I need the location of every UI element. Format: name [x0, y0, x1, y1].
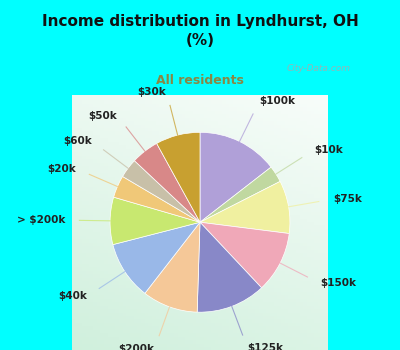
Text: City-Data.com: City-Data.com	[286, 64, 350, 73]
Bar	[0, 49, 6, 350]
Text: > $200k: > $200k	[17, 215, 65, 225]
Text: $200k: $200k	[118, 344, 154, 350]
Wedge shape	[200, 181, 290, 233]
Text: $30k: $30k	[138, 86, 166, 97]
Text: $100k: $100k	[259, 96, 295, 106]
Wedge shape	[200, 222, 289, 288]
Wedge shape	[145, 222, 200, 312]
Text: $150k: $150k	[320, 279, 356, 288]
Text: $60k: $60k	[63, 136, 92, 146]
Text: $50k: $50k	[88, 111, 117, 121]
Text: $20k: $20k	[48, 164, 76, 174]
Text: $125k: $125k	[248, 343, 284, 350]
Text: $10k: $10k	[314, 145, 343, 155]
Bar	[357, 49, 366, 350]
Text: All residents: All residents	[156, 74, 244, 87]
Wedge shape	[134, 144, 200, 222]
Wedge shape	[197, 222, 262, 312]
Wedge shape	[114, 176, 200, 222]
Wedge shape	[113, 222, 200, 293]
Text: $75k: $75k	[333, 194, 362, 204]
Wedge shape	[157, 132, 200, 222]
Wedge shape	[200, 132, 271, 222]
Wedge shape	[110, 197, 200, 245]
Wedge shape	[122, 161, 200, 222]
Text: $40k: $40k	[58, 291, 87, 301]
Wedge shape	[200, 167, 280, 222]
Text: Income distribution in Lyndhurst, OH
(%): Income distribution in Lyndhurst, OH (%)	[42, 14, 358, 48]
